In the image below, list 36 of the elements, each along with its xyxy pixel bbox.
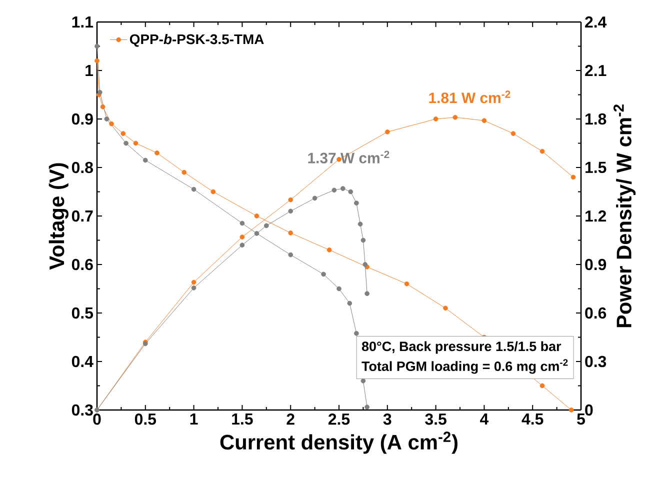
x-tick-label: 4: [480, 414, 489, 424]
y-axis-title: Voltage (V): [48, 163, 68, 270]
x-tick-label: 4.5: [522, 414, 544, 425]
y-tick-label: 1.1: [72, 16, 94, 28]
y2-axis-title: Power Density/ W cm$^{-2}$: [614, 104, 636, 328]
annotation: 1.81 W cm$^{-2}$: [429, 90, 510, 104]
x-tick-label: 0.5: [134, 414, 156, 425]
x-tick-label: 3.5: [425, 414, 446, 425]
y2-tick-label: 1.2: [586, 210, 606, 222]
y2-tick-label: 0.6: [585, 307, 606, 319]
x-tick-label: 5: [577, 414, 585, 425]
y-tick-label: 0.6: [72, 258, 93, 270]
y-tick-label: 0.9: [72, 113, 93, 125]
x-tick-label: 1: [190, 414, 198, 424]
x-tick-label: 0: [93, 414, 101, 425]
x-axis-title: Current density (A cm$^{-2}$): [220, 432, 458, 454]
y-tick-label: 1: [86, 65, 94, 76]
y2-tick-label: 0.3: [585, 356, 606, 368]
x-tick-label: 1.5: [232, 414, 253, 425]
y2-tick-label: 1.8: [586, 113, 606, 125]
x-tick-label: 2.5: [328, 414, 350, 425]
y-tick-label: 0.5: [72, 307, 94, 319]
x-tick-label: 3: [383, 414, 392, 425]
y-tick-label: 0.8: [72, 162, 93, 174]
y-tick-label: 0.7: [72, 210, 93, 222]
y2-tick-label: 2.1: [585, 64, 606, 76]
annotation: Total PGM loading = 0.6 mg cm$^{-2}$: [362, 359, 568, 374]
annotation: 80°C, Back pressure 1.5/1.5 bar: [362, 341, 562, 354]
y2-tick-label: 0: [585, 404, 593, 416]
y2-tick-label: 1.5: [586, 162, 606, 174]
y-tick-label: 0.3: [72, 404, 93, 416]
y-tick-label: 0.4: [72, 356, 94, 368]
legend-label: QPP-b-PSK-3.5-TMA: [130, 34, 264, 47]
y2-tick-label: 2.4: [585, 16, 607, 28]
y2-tick-label: 0.9: [585, 258, 606, 270]
x-tick-label: 2: [286, 414, 294, 425]
